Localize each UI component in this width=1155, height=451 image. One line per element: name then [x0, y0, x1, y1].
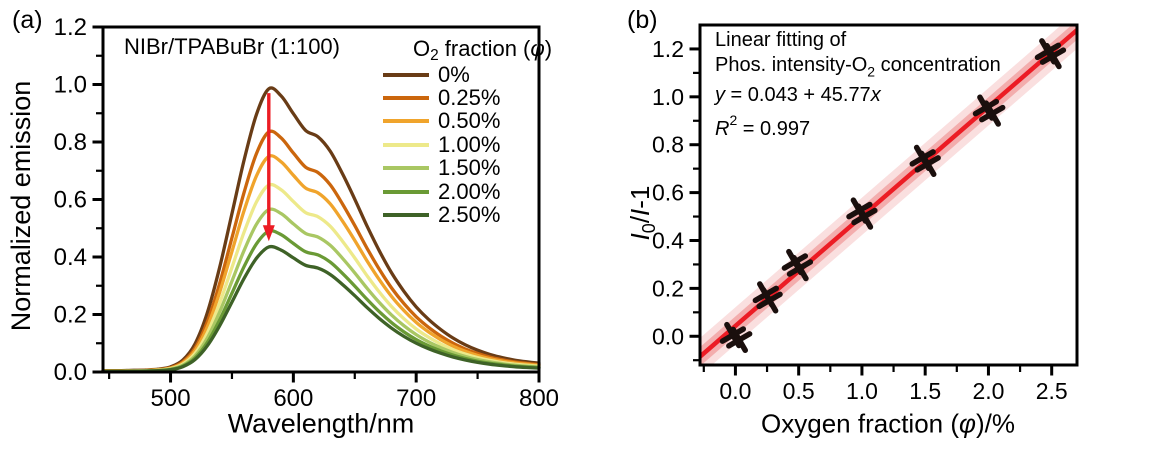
panel-a-x-axis-title: Wavelength/nm [227, 408, 415, 439]
panel-a-label: (a) [12, 6, 43, 34]
legend-title-text: fraction ( [438, 36, 531, 61]
legend-item-2.00%: 2.00% [383, 178, 552, 204]
x-axis-title-text: Oxygen fraction ( [761, 408, 960, 439]
legend-item-label: 0% [438, 61, 470, 87]
y-tick-label: 1.2 [652, 36, 684, 62]
y-tick-label: 0.6 [652, 180, 684, 206]
legend-title-text: ) [544, 36, 553, 61]
y-tick-label: 0.4 [652, 227, 684, 253]
y-tick-label: 0.6 [54, 187, 87, 214]
panel-b-chart: 0.0 0.5 1.0 1.5 2.0 2.5 0.0 0.2 0.4 0.6 0.8 1.0 1.2 I… [625, 23, 1079, 404]
y-tick-label: 0.0 [54, 359, 87, 386]
legend-line-swatch [383, 72, 429, 77]
legend-title-subscript: 2 [430, 46, 439, 64]
x-tick-label: 1.5 [909, 378, 941, 404]
legend-title: O2 fraction (φ) [383, 36, 553, 64]
x-axis-title-text: )/% [975, 408, 1015, 439]
x-tick-label: 700 [396, 385, 436, 412]
r-squared-text: = 0.997 [737, 117, 811, 140]
y-tick-label: 0.4 [54, 244, 87, 271]
phi-symbol: φ [530, 36, 545, 61]
legend-item-label: 1.50% [438, 155, 501, 181]
fit-equation: y = 0.043 + 45.77x [715, 83, 1001, 108]
data-marker [851, 203, 878, 230]
legend-item-1.00%: 1.00% [383, 131, 552, 157]
legend-line-swatch [383, 119, 429, 124]
y-tick-label: 0.2 [54, 302, 87, 329]
legend-line-swatch [383, 96, 429, 101]
data-marker [979, 100, 1006, 127]
data-marker [786, 254, 814, 282]
legend-item-label: 0.50% [438, 108, 501, 134]
x-tick-label: 2.5 [1036, 378, 1068, 404]
annotation-text: Phos. intensity-O [715, 53, 868, 76]
legend-item-0%: 0% [383, 61, 552, 87]
o2-subscript: 2 [867, 62, 876, 79]
legend-line-swatch [383, 142, 429, 147]
panel-a-y-axis-title: Normalized emission [6, 81, 36, 332]
y-tick-label: 0.8 [54, 129, 87, 156]
spectrum-curve-2.50% [101, 244, 541, 374]
panel-b-label: (b) [627, 6, 658, 34]
y-tick-label: 1.0 [652, 84, 684, 110]
quenching-arrow-head [262, 225, 275, 242]
data-marker [756, 287, 783, 314]
x-tick-label: 0.0 [719, 378, 751, 404]
data-marker [1039, 42, 1067, 70]
plot-frame [698, 23, 1079, 367]
legend-line-swatch [383, 189, 429, 194]
legend-item-label: 0.25% [438, 85, 501, 111]
data-marker [914, 150, 941, 178]
annotation-text: concentration [875, 53, 1001, 76]
panel-a-legend: O2 fraction (φ) 0% 0.25% 0.50% 1.00% 1.50% 2.… [383, 36, 552, 227]
y-tick-label: 0.8 [652, 132, 684, 158]
annotation-line-2: Phos. intensity-O2 concentration [715, 53, 1001, 84]
equation-x: x [870, 84, 881, 107]
legend-line-swatch [383, 213, 429, 218]
equation-body: = 0.043 + 45.77 [725, 84, 871, 107]
r-exponent: 2 [729, 111, 738, 128]
x-tick-label: 2.0 [972, 378, 1004, 404]
panel-b-annotation: Linear fitting of Phos. intensity-O2 con… [715, 28, 1001, 141]
x-tick-label: 600 [273, 385, 313, 412]
equation-y: y [715, 84, 725, 107]
y-tick-label: 1.2 [54, 14, 87, 41]
y-tick-label: 0.0 [652, 323, 684, 349]
phi-symbol: φ [959, 408, 976, 439]
legend-item-0.50%: 0.50% [383, 108, 552, 134]
legend-entries: 0% 0.25% 0.50% 1.00% 1.50% 2.00% 2.50% [383, 61, 552, 228]
legend-item-label: 2.00% [438, 178, 501, 204]
panel-a-chart: 500 600 700 800 0.0 0.2 0.4 0.6 0.8 1.0 1.2 Normali… [6, 14, 559, 412]
x-tick-label: 1.0 [846, 378, 878, 404]
x-tick-label: 500 [151, 385, 191, 412]
panel-a-title: NIBr/TPABuBr (1:100) [124, 34, 340, 59]
y-tick-label: 1.0 [54, 72, 87, 99]
legend-item-1.50%: 1.50% [383, 155, 552, 181]
annotation-line-1: Linear fitting of [715, 29, 847, 51]
r-symbol: R [715, 117, 730, 140]
panel-b-x-axis-title: Oxygen fraction (φ)/% [761, 409, 1015, 440]
legend-item-0.25%: 0.25% [383, 85, 552, 111]
plot-frame [101, 25, 541, 374]
legend-item-label: 2.50% [438, 202, 501, 228]
x-tick-label: 0.5 [783, 378, 815, 404]
legend-item-label: 1.00% [438, 131, 501, 157]
legend-line-swatch [383, 166, 429, 171]
y-tick-label: 0.2 [652, 275, 684, 301]
r-squared-value: R2 = 0.997 [715, 108, 1001, 141]
x-tick-label: 800 [519, 385, 559, 412]
data-marker [726, 326, 753, 354]
panel-b-y-axis-title: I0/I-1 [625, 186, 659, 241]
legend-title-text: O [413, 36, 431, 61]
legend-item-2.50%: 2.50% [383, 202, 552, 228]
